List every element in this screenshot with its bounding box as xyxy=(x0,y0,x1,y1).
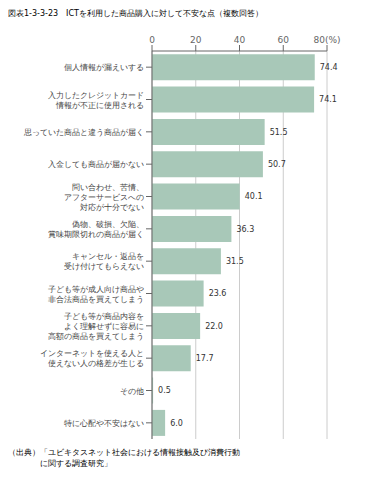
svg-text:74.4: 74.4 xyxy=(320,63,338,72)
svg-text:キャンセル・返品を受け付けてもらえない: キャンセル・返品を受け付けてもらえない xyxy=(64,252,144,271)
svg-text:60: 60 xyxy=(278,35,290,45)
svg-text:31.5: 31.5 xyxy=(226,257,244,266)
html-text:に関する調査研究」: に関する調査研究」 xyxy=(8,459,112,468)
svg-text:問い合わせ、苦情、アフターサービスへの対応が十分でない: 問い合わせ、苦情、アフターサービスへの対応が十分でない xyxy=(64,182,144,211)
svg-text:偽物、破損、欠陥、賞味期限切れの商品が届く: 偽物、破損、欠陥、賞味期限切れの商品が届く xyxy=(48,219,144,238)
svg-text:特に心配や不安はない: 特に心配や不安はない xyxy=(64,418,144,427)
svg-text:入力したクレジットカード情報が不正に使用される: 入力したクレジットカード情報が不正に使用される xyxy=(48,90,144,109)
svg-text:17.7: 17.7 xyxy=(196,354,214,363)
svg-text:51.5: 51.5 xyxy=(270,128,288,137)
svg-text:80(%): 80(%) xyxy=(313,35,340,45)
svg-text:40: 40 xyxy=(234,35,246,45)
svg-text:40.1: 40.1 xyxy=(245,192,263,201)
html-text:（出典）「ユビキタスネット社会における情報接触及び消費行動: （出典）「ユビキタスネット社会における情報接触及び消費行動 xyxy=(8,448,240,457)
svg-text:36.3: 36.3 xyxy=(236,225,254,234)
svg-text:個人情報が漏えいする: 個人情報が漏えいする xyxy=(64,63,144,72)
svg-text:思っていた商品と違う商品が届く: 思っていた商品と違う商品が届く xyxy=(23,127,144,136)
svg-text:22.0: 22.0 xyxy=(205,322,223,331)
svg-text:0: 0 xyxy=(149,35,155,45)
svg-text:50.7: 50.7 xyxy=(268,160,286,169)
svg-text:23.6: 23.6 xyxy=(209,289,227,298)
svg-text:子ども等が成人向け商品や非合法商品を買えてしまう: 子ども等が成人向け商品や非合法商品を買えてしまう xyxy=(48,284,144,303)
svg-text:0.5: 0.5 xyxy=(158,386,171,395)
svg-text:6.0: 6.0 xyxy=(170,419,183,428)
svg-text:20: 20 xyxy=(190,35,202,45)
svg-text:その他: その他 xyxy=(120,386,144,395)
svg-text:インターネットを使える人と使えない人の格差が生じる: インターネットを使える人と使えない人の格差が生じる xyxy=(40,349,144,368)
svg-text:子ども等が商品内容をよく理解せずに容易に高額の商品を買えてし: 子ども等が商品内容をよく理解せずに容易に高額の商品を買えてしまう xyxy=(48,311,144,340)
html-text:図表1-3-3-23 ICTを利用した商品購入に対して不安な: 図表1-3-3-23 ICTを利用した商品購入に対して不安な点（複数回答） xyxy=(8,9,263,18)
svg-text:74.1: 74.1 xyxy=(319,95,337,104)
svg-text:入金しても商品が届かない: 入金しても商品が届かない xyxy=(48,160,144,169)
